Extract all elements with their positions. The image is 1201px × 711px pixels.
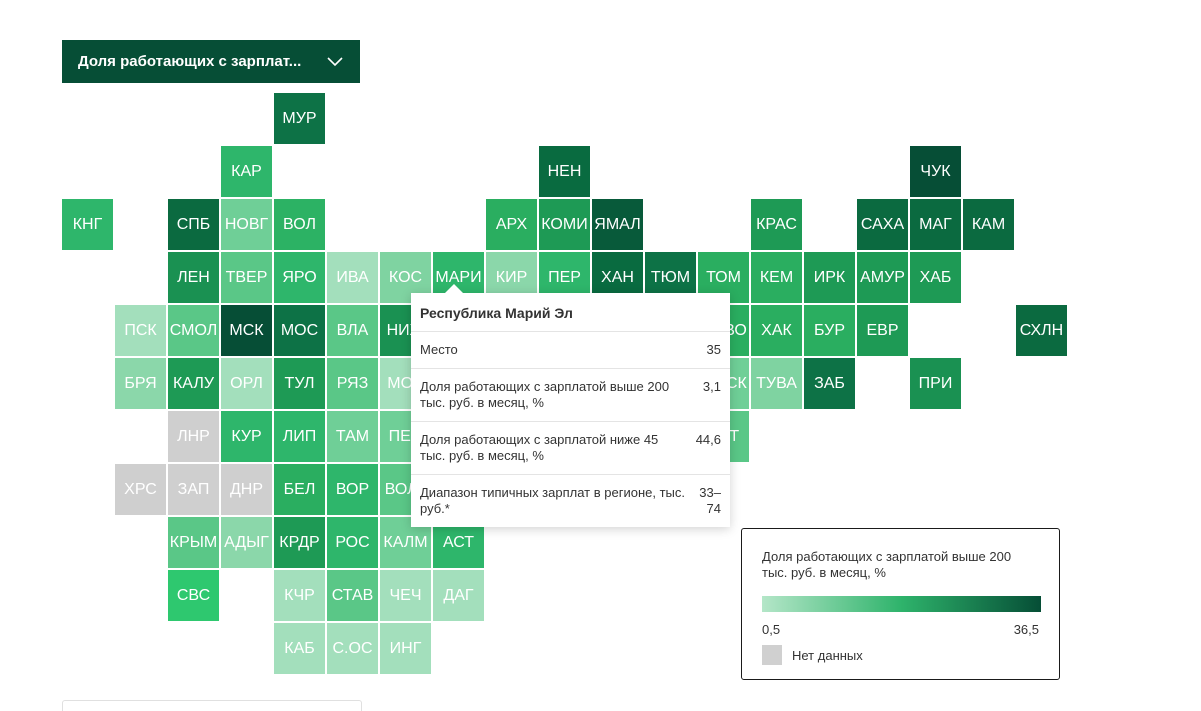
region-tile[interactable]: КАЛМ [380,517,431,568]
region-tile[interactable]: ЛНР [168,411,219,462]
tooltip-row-label: Доля работающих с зарплатой выше 200 тыс… [420,379,670,410]
region-tile[interactable]: СПБ [168,199,219,250]
region-tile[interactable]: ЧУК [910,146,961,197]
tooltip-row-label: Место [420,342,458,357]
tooltip-row: Доля работающих с зарплатой выше 200 тыс… [411,369,730,422]
tooltip-row-value: 44,6 [695,432,721,447]
region-tile[interactable]: КРДР [274,517,325,568]
region-tile[interactable]: ОРЛ [221,358,272,409]
color-legend: Доля работающих с зарплатой выше 200 тыс… [741,528,1060,680]
indicator-dropdown[interactable]: Доля работающих с зарплат... [62,40,360,83]
tooltip-row-label: Доля работающих с зарплатой ниже 45 тыс.… [420,432,659,463]
tooltip-row: Диапазон типичных зарплат в регионе, тыс… [411,475,730,527]
region-tile[interactable]: РОС [327,517,378,568]
tooltip-row-value: 35 [706,342,721,357]
region-tile[interactable]: МУР [274,93,325,144]
region-tile[interactable]: ЯМАЛ [592,199,643,250]
region-tooltip: Республика Марий Эл Место 35 Доля работа… [411,284,730,527]
region-tile[interactable]: КАР [221,146,272,197]
region-tile[interactable]: АМУР [857,252,908,303]
region-tile[interactable]: НЕН [539,146,590,197]
region-tile[interactable]: ХРС [115,464,166,515]
region-tile[interactable]: ХАБ [910,252,961,303]
region-tile[interactable]: ДАГ [433,570,484,621]
region-tile[interactable]: КРЫМ [168,517,219,568]
region-tile[interactable]: КАЛУ [168,358,219,409]
region-tile[interactable]: КАМ [963,199,1014,250]
region-tile[interactable]: ЗАБ [804,358,855,409]
tooltip-arrow [444,284,464,294]
legend-title: Доля работающих с зарплатой выше 200 тыс… [762,549,1012,580]
region-tile[interactable]: ТУЛ [274,358,325,409]
region-tile[interactable]: ИВА [327,252,378,303]
region-tile[interactable]: ЗАП [168,464,219,515]
region-tile[interactable]: ЛИП [274,411,325,462]
region-tile[interactable]: ПРИ [910,358,961,409]
region-tile[interactable]: МАРИ [433,252,484,303]
region-tile[interactable]: НОВГ [221,199,272,250]
region-tile[interactable]: ПСК [115,305,166,356]
legend-min: 0,5 [762,622,781,637]
region-tile[interactable]: САХА [857,199,908,250]
region-tile[interactable]: КУР [221,411,272,462]
legend-no-data: Нет данных [762,645,1039,665]
region-tile[interactable]: ТУВА [751,358,802,409]
region-tile[interactable]: ВЛА [327,305,378,356]
region-tile[interactable]: МСК [221,305,272,356]
tooltip-row: Доля работающих с зарплатой ниже 45 тыс.… [411,422,730,475]
region-tile[interactable]: КЧР [274,570,325,621]
region-tile[interactable]: С.ОС [327,623,378,674]
legend-gradient-bar [762,596,1041,612]
tooltip-row-value: 3,1 [702,379,721,394]
region-tile[interactable]: ЯРО [274,252,325,303]
region-tile[interactable]: БУР [804,305,855,356]
region-tile[interactable]: КЕМ [751,252,802,303]
chevron-down-icon [326,53,344,71]
region-tile[interactable]: ВОЛ [274,199,325,250]
region-tile[interactable]: ТАМ [327,411,378,462]
region-tile[interactable]: ИРК [804,252,855,303]
region-tile[interactable]: КАБ [274,623,325,674]
region-tile[interactable]: СТАВ [327,570,378,621]
legend-max: 36,5 [1013,622,1039,637]
region-tile[interactable]: КОС [380,252,431,303]
region-tile[interactable]: СМОЛ [168,305,219,356]
dropdown-label: Доля работающих с зарплат... [78,53,302,70]
region-tile[interactable]: ЧЕЧ [380,570,431,621]
region-tile[interactable]: ИНГ [380,623,431,674]
region-tile[interactable]: СХЛН [1016,305,1067,356]
region-tile[interactable]: БЕЛ [274,464,325,515]
region-tile[interactable]: КРАС [751,199,802,250]
region-tile[interactable]: ВОР [327,464,378,515]
region-tile[interactable]: ЛЕН [168,252,219,303]
region-tile[interactable]: КОМИ [539,199,590,250]
region-tile[interactable]: РЯЗ [327,358,378,409]
no-data-swatch [762,645,782,665]
region-tile[interactable]: ТВЕР [221,252,272,303]
tooltip-row-value: 33–74 [699,485,721,516]
region-tile[interactable]: ХАК [751,305,802,356]
region-tile[interactable]: МОС [274,305,325,356]
no-data-label: Нет данных [792,647,863,663]
region-tile[interactable]: АРХ [486,199,537,250]
region-tile[interactable]: ЕВР [857,305,908,356]
region-tile[interactable]: МАГ [910,199,961,250]
tooltip-title: Республика Марий Эл [411,293,730,332]
region-tile[interactable]: КНГ [62,199,113,250]
legend-ticks: 0,5 36,5 [762,622,1039,637]
region-tile[interactable]: ДНР [221,464,272,515]
tooltip-row: Место 35 [411,332,730,369]
region-tile[interactable]: СВС [168,570,219,621]
region-tile[interactable]: БРЯ [115,358,166,409]
region-tile[interactable]: АДЫГ [221,517,272,568]
tooltip-row-label: Диапазон типичных зарплат в регионе, тыс… [420,485,685,516]
